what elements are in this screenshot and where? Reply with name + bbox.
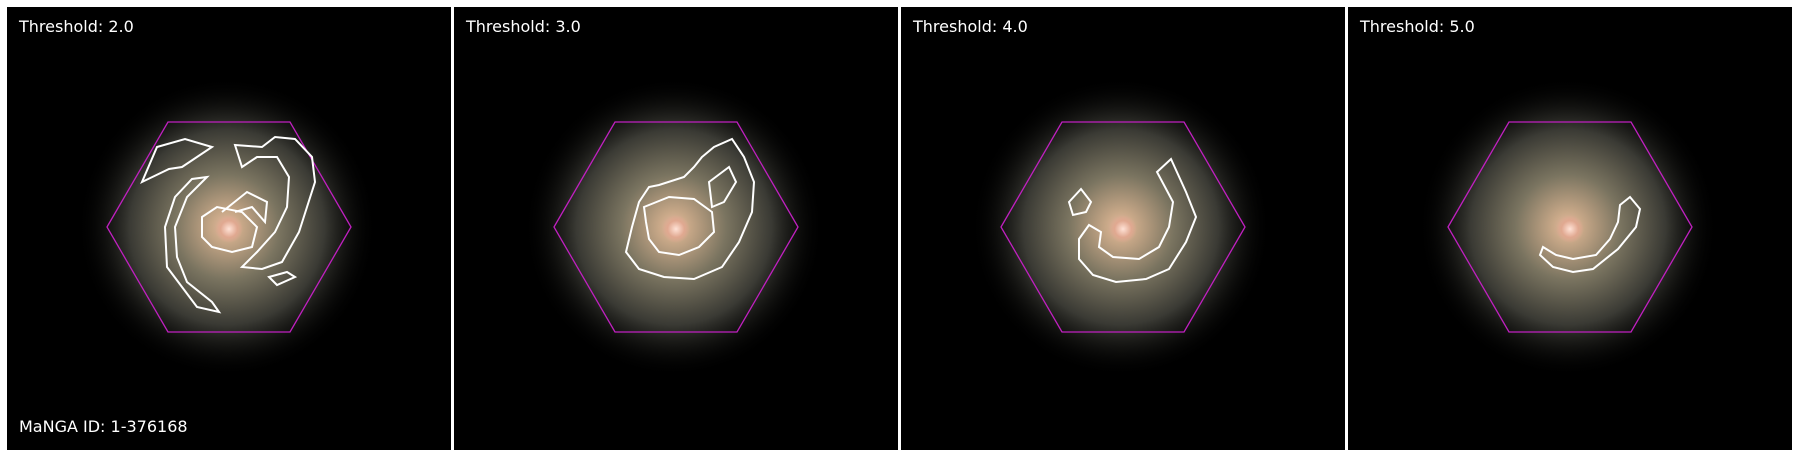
threshold-label: Threshold: 2.0 bbox=[19, 17, 134, 36]
panel-threshold-3: Threshold: 3.0 bbox=[454, 7, 898, 450]
ifu-hexagon bbox=[106, 121, 352, 333]
contours bbox=[624, 137, 756, 281]
panel-threshold-2: Threshold: 2.0 MaNGA ID: 1-376168 bbox=[7, 7, 451, 450]
galaxy-image bbox=[901, 7, 1345, 450]
galaxy-image bbox=[7, 7, 451, 450]
threshold-label: Threshold: 3.0 bbox=[466, 17, 581, 36]
galaxy-core bbox=[215, 215, 243, 243]
threshold-label: Threshold: 4.0 bbox=[913, 17, 1028, 36]
galaxy-core bbox=[1109, 215, 1137, 243]
manga-id-label: MaNGA ID: 1-376168 bbox=[19, 417, 188, 436]
contours bbox=[140, 135, 317, 314]
ifu-hexagon bbox=[1000, 121, 1246, 333]
panel-threshold-4: Threshold: 4.0 bbox=[901, 7, 1345, 450]
contours bbox=[1067, 157, 1198, 284]
contours bbox=[1538, 195, 1642, 274]
panel-threshold-5: Threshold: 5.0 bbox=[1348, 7, 1792, 450]
threshold-label: Threshold: 5.0 bbox=[1360, 17, 1475, 36]
ifu-hexagon bbox=[1447, 121, 1693, 333]
ifu-hexagon bbox=[553, 121, 799, 333]
galaxy-image bbox=[454, 7, 898, 450]
galaxy-image bbox=[1348, 7, 1792, 450]
galaxy-core bbox=[662, 215, 690, 243]
galaxy-core bbox=[1556, 215, 1584, 243]
